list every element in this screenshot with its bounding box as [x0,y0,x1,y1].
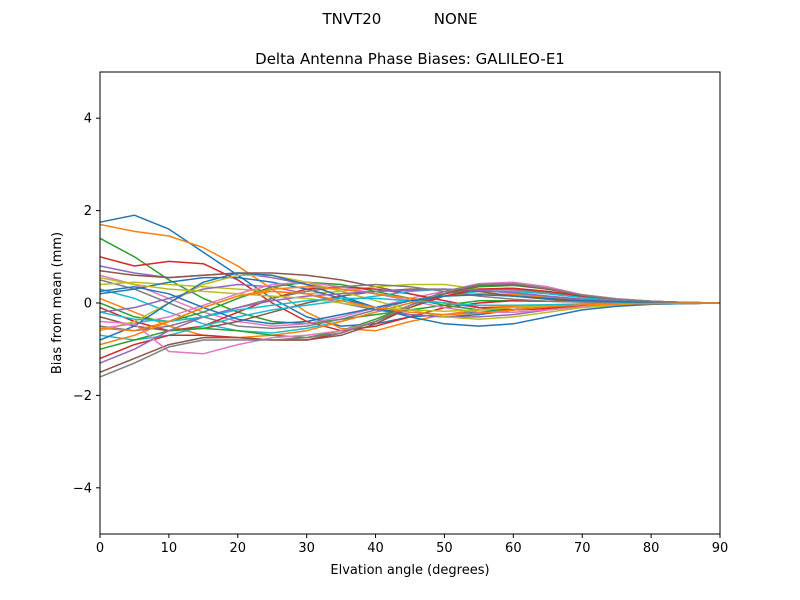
x-tick-label: 90 [712,541,729,556]
y-axis-label: Bias from mean (mm) [50,232,65,374]
y-tick-label: −2 [73,389,92,404]
y-tick-label: 2 [84,204,92,219]
y-axis: −4 −2 0 2 4 [73,112,100,496]
x-tick-label: 80 [643,541,660,556]
y-tick-label: 4 [84,112,92,127]
x-tick-label: 60 [505,541,522,556]
series-line-32 [99,290,720,332]
x-axis-label: Elvation angle (degrees) [330,563,489,578]
x-tick-label: 70 [574,541,591,556]
x-tick-label: 0 [96,541,104,556]
series-line-28 [99,282,721,378]
y-tick-label: −4 [73,481,92,496]
x-tick-label: 10 [161,541,178,556]
x-axis: 0 10 20 30 40 50 60 70 80 90 [96,534,728,556]
chart-title: Delta Antenna Phase Biases: GALILEO-E1 [255,50,565,68]
x-tick-label: 20 [230,541,247,556]
x-tick-label: 40 [367,541,384,556]
y-tick-label: 0 [84,297,92,312]
figure-suptitle: TNVT20 NONE [321,10,477,28]
x-tick-label: 50 [436,541,453,556]
series-line-21 [99,272,721,341]
series-layer [99,214,721,378]
x-tick-label: 30 [298,541,315,556]
